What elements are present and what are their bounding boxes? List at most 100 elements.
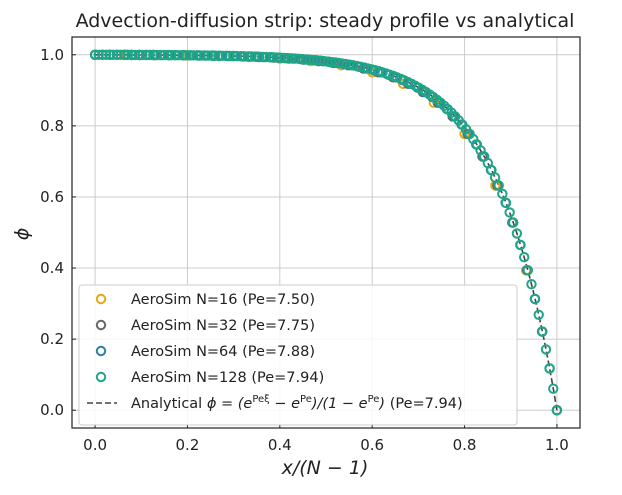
data-point	[318, 55, 330, 67]
x-tick-label: 0.6	[360, 436, 384, 454]
legend-entry: AeroSim N=16 (Pe=7.50)	[95, 292, 315, 308]
data-point	[511, 228, 523, 239]
data-point	[202, 50, 214, 61]
data-point	[242, 51, 254, 62]
data-point	[300, 54, 312, 65]
data-point	[489, 172, 501, 183]
data-point	[264, 51, 275, 63]
data-point	[155, 49, 166, 61]
legend-label: AeroSim N=16 (Pe=7.50)	[131, 292, 315, 308]
data-point	[111, 49, 123, 61]
data-point	[228, 50, 239, 62]
data-point	[268, 52, 279, 63]
plot-frame	[71, 36, 581, 429]
data-point	[529, 293, 541, 305]
data-point	[148, 49, 159, 61]
data-point	[108, 49, 119, 61]
data-point	[224, 50, 235, 62]
legend-marker	[95, 371, 107, 383]
data-point	[508, 217, 519, 228]
data-point	[195, 50, 206, 61]
data-point	[249, 51, 261, 62]
data-point	[289, 53, 301, 64]
x-tick-label: 0.8	[453, 436, 477, 454]
data-point	[137, 49, 148, 61]
marker-layer	[89, 49, 563, 416]
data-point	[166, 49, 177, 61]
data-point	[180, 50, 192, 61]
data-point	[293, 53, 304, 65]
data-point	[209, 50, 221, 61]
chart-title: Advection-diffusion strip: steady profil…	[76, 10, 575, 32]
data-point	[173, 49, 184, 61]
data-point	[311, 55, 323, 66]
data-point	[191, 50, 203, 61]
legend: AeroSim N=16 (Pe=7.50) AeroSim N=32 (Pe=7…	[78, 284, 518, 426]
data-point	[144, 49, 155, 61]
legend-marker	[95, 319, 107, 331]
x-tick-label: 0.2	[176, 436, 200, 454]
data-point	[140, 49, 152, 61]
data-point	[315, 55, 326, 66]
data-point	[93, 49, 104, 60]
y-axis-label: ϕ	[11, 228, 33, 241]
legend-marker	[95, 293, 107, 305]
data-point	[540, 344, 552, 355]
data-point	[129, 49, 141, 61]
data-point	[497, 188, 508, 200]
data-point	[217, 50, 228, 61]
legend-label: AeroSim N=128 (Pe=7.94)	[131, 370, 324, 386]
data-point	[500, 197, 512, 209]
legend-label: Analytical ϕ = (ePeξ​ − ePe​)/(1 − ePe​)…	[131, 394, 463, 412]
data-point	[322, 56, 334, 67]
data-point	[126, 49, 137, 61]
data-point	[115, 49, 126, 61]
data-point	[169, 49, 181, 61]
data-point	[253, 51, 264, 62]
data-point	[260, 51, 272, 63]
data-point	[504, 207, 515, 218]
data-point	[104, 49, 115, 61]
data-point	[522, 265, 534, 276]
data-point	[297, 53, 308, 65]
axis-ticks: 0.0 0.2 0.4 0.6 0.8 1.0 0.0 0.2 0.4 0.6 0.8 1.0	[40, 46, 569, 454]
data-point	[198, 50, 210, 61]
data-point	[286, 53, 297, 64]
data-point	[118, 49, 130, 61]
x-tick-label: 0.4	[268, 436, 292, 454]
legend-entry: Analytical ϕ = (ePeξ​ − ePe​)/(1 − ePe​)…	[87, 394, 463, 412]
data-point	[537, 326, 548, 337]
data-point	[526, 278, 537, 290]
data-point	[493, 180, 504, 191]
y-tick-label: 0.2	[40, 330, 64, 348]
data-point	[220, 50, 232, 62]
series-n128	[89, 49, 563, 416]
data-point	[188, 50, 199, 61]
legend-entry: AeroSim N=128 (Pe=7.94)	[95, 370, 324, 386]
data-point	[326, 56, 337, 68]
data-point	[544, 363, 555, 374]
y-tick-label: 0.8	[40, 117, 64, 135]
data-point	[100, 49, 112, 60]
legend-entry: AeroSim N=64 (Pe=7.88)	[95, 344, 315, 360]
data-point	[184, 50, 195, 61]
y-tick-label: 1.0	[40, 46, 64, 64]
x-axis-label: x/(N − 1)	[281, 457, 369, 479]
data-point	[206, 50, 217, 61]
x-tick-label: 0.0	[83, 436, 107, 454]
data-point	[304, 54, 315, 65]
data-point	[533, 309, 544, 320]
data-point	[133, 49, 144, 61]
data-point	[282, 52, 294, 64]
y-tick-label: 0.0	[40, 401, 64, 419]
data-point	[548, 383, 559, 394]
legend-marker	[95, 345, 107, 357]
x-tick-label: 1.0	[545, 436, 569, 454]
legend-label: AeroSim N=32 (Pe=7.75)	[131, 318, 315, 334]
legend-entry: AeroSim N=32 (Pe=7.75)	[95, 318, 315, 334]
data-point	[151, 49, 163, 61]
data-point	[162, 49, 174, 61]
data-point	[238, 51, 250, 62]
